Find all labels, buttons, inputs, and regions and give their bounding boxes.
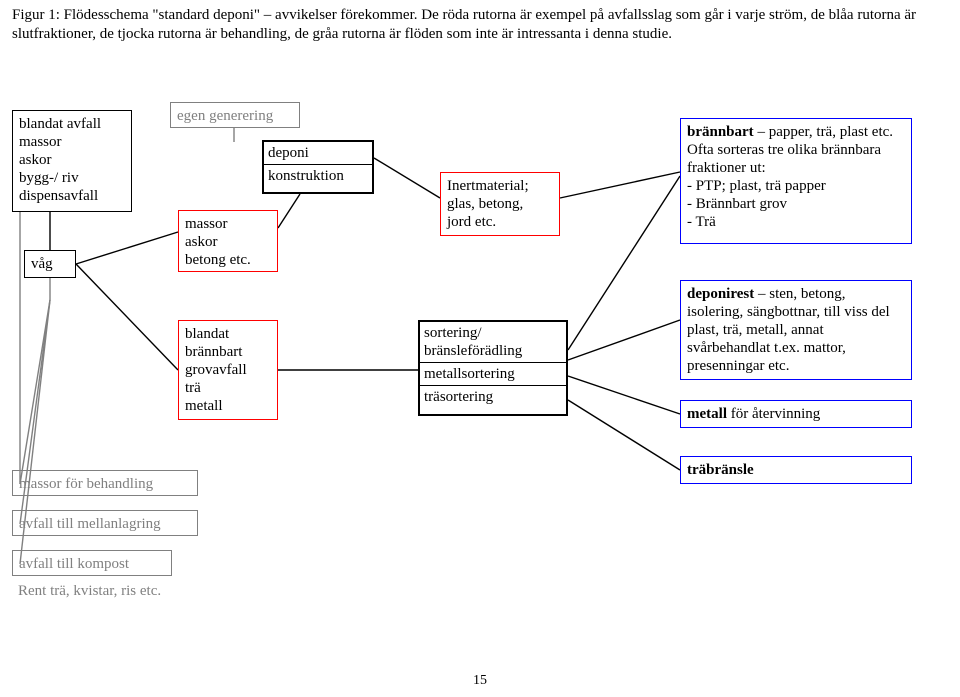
diagram-canvas: Figur 1: Flödesschema "standard deponi" …: [0, 0, 960, 697]
box-vag: våg: [24, 250, 76, 278]
box-sort_stack-item: sortering/bränsleförädling: [420, 322, 566, 363]
box-deponi_stack-item: deponi: [264, 142, 372, 165]
box-deponirest_blue: deponirest – sten, betong, isolering, sä…: [680, 280, 912, 380]
box-input: blandat avfallmassoraskorbygg-/ rivdispe…: [12, 110, 132, 212]
box-mellanlagring: avfall till mellanlagring: [12, 510, 198, 536]
box-kompost: avfall till kompost: [12, 550, 172, 576]
caption-title: Figur 1: Flödesschema "standard deponi" …: [12, 7, 418, 23]
box-trabransle_blue: träbränsle: [680, 456, 912, 484]
box-inert_red: Inertmaterial;glas, betong,jord etc.: [440, 172, 560, 236]
box-metall_blue: metall för återvinning: [680, 400, 912, 428]
box-rent: Rent trä, kvistar, ris etc.: [12, 578, 192, 602]
page-number: 15: [0, 673, 960, 689]
box-massor_red: massoraskorbetong etc.: [178, 210, 278, 272]
box-egen: egen generering: [170, 102, 300, 128]
box-sort_stack: sortering/bränsleförädlingmetallsorterin…: [418, 320, 568, 416]
box-sort_stack-item: träsortering: [420, 386, 566, 408]
box-blandat_red: blandatbrännbartgrovavfallträmetall: [178, 320, 278, 420]
figure-caption: Figur 1: Flödesschema "standard deponi" …: [12, 6, 942, 44]
box-deponi_stack: deponikonstruktion: [262, 140, 374, 194]
box-deponi_stack-item: konstruktion: [264, 165, 372, 187]
box-brannbart_blue: brännbart – papper, trä, plast etc. Ofta…: [680, 118, 912, 244]
box-sort_stack-item: metallsortering: [420, 363, 566, 386]
box-massor_beh: massor för behandling: [12, 470, 198, 496]
